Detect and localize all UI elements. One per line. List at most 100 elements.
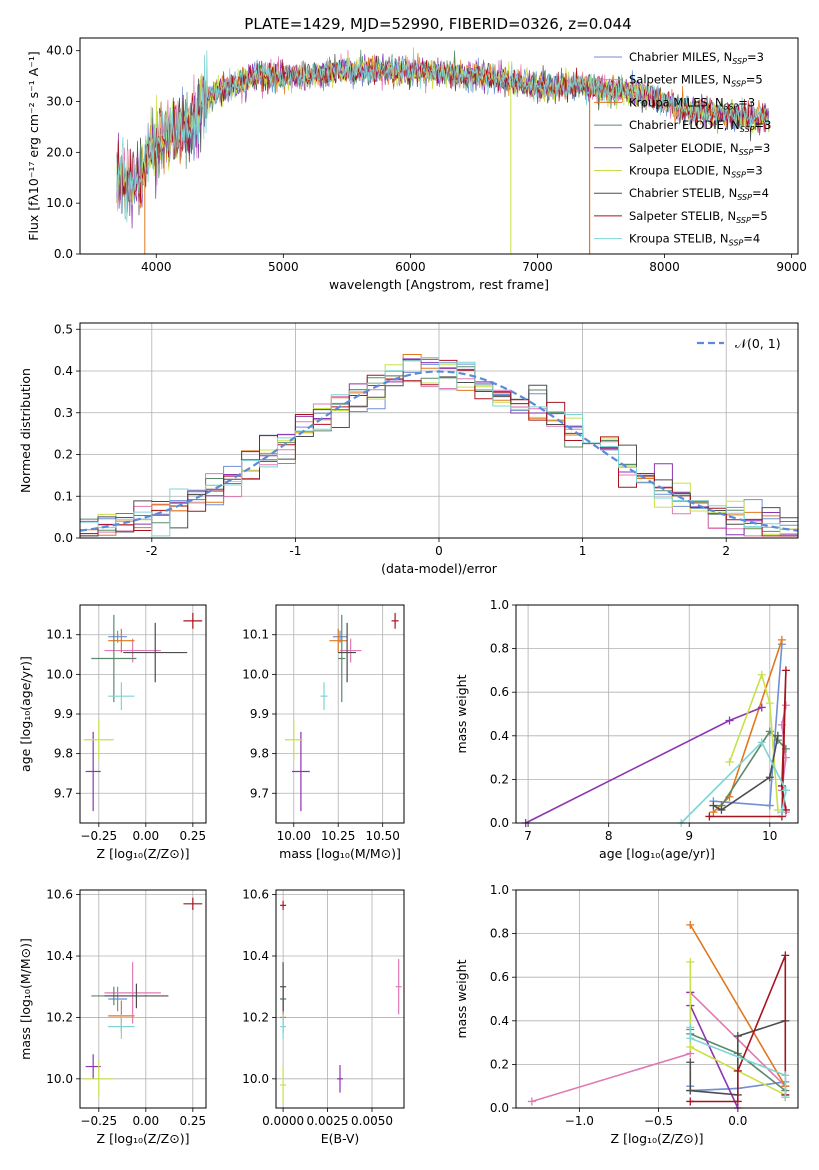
y-tick-label: 9.8	[54, 747, 73, 761]
legend-label: Chabrier ELODIE, NSSP=3	[629, 118, 771, 134]
panel-mass_vs_Z: −0.25 0.00 0.25 10.0 10.2 10.4 10.6 Z [log₁₀(Z/…	[18, 888, 207, 1146]
series-line	[713, 735, 779, 811]
series-line	[720, 730, 787, 807]
x-tick-label: −0.25	[80, 829, 117, 843]
legend-label: Kroupa ELODIE, NSSP=3	[629, 164, 763, 180]
y-tick-label: 10.1	[242, 628, 269, 642]
series-marker	[686, 1034, 695, 1043]
y-tick-label: 10.0	[242, 667, 269, 681]
x-tick-label: 7000	[522, 260, 553, 274]
series-marker	[757, 670, 766, 679]
series-marker	[733, 1097, 742, 1106]
x-tick-label: 4000	[141, 260, 172, 274]
x-tick-label: −1.0	[565, 1114, 594, 1128]
x-tick-label: 0.25	[179, 829, 206, 843]
y-tick-label: 0.2	[490, 1057, 509, 1071]
data-point	[108, 628, 135, 653]
data-point	[104, 962, 161, 1024]
legend-label: Chabrier MILES, NSSP=3	[629, 50, 764, 66]
panel-age_vs_mass: 10.00 10.25 10.50 9.7 9.8 9.9 10.0 10.1 mass [lo…	[242, 604, 405, 861]
x-tick-label: 10	[762, 829, 777, 843]
series-marker	[773, 805, 782, 814]
y-tick-label: 0.2	[490, 772, 509, 786]
series-marker	[765, 801, 774, 810]
x-tick-label: 8000	[649, 260, 680, 274]
data-point	[85, 731, 101, 812]
x-tick-label: 0.0	[728, 1114, 747, 1128]
x-tick-label: 1	[579, 544, 587, 558]
y-tick-label: 10.6	[46, 888, 73, 902]
data-point	[284, 719, 303, 760]
normal-curve	[79, 370, 799, 532]
data-point	[91, 614, 137, 703]
axes-frame	[275, 604, 405, 824]
x-tick-label: 10.50	[365, 829, 399, 843]
data-point	[338, 614, 346, 703]
series-marker	[705, 812, 714, 821]
y-tick-label: 0.4	[490, 1014, 509, 1028]
y-tick-label: 10.1	[46, 628, 73, 642]
axes-frame	[79, 604, 207, 824]
series-line	[525, 706, 762, 824]
legend-label: Kroupa MILES, NSSP=3	[629, 95, 755, 111]
series-marker	[686, 1097, 695, 1106]
x-tick-label: 6000	[395, 260, 426, 274]
x-tick-label: −0.5	[644, 1114, 673, 1128]
x-tick-label: 8	[605, 829, 613, 843]
y-axis-label: Normed distribution	[18, 368, 33, 493]
series-line	[680, 740, 787, 824]
x-axis-label: Z [log₁₀(Z/Z⊙)]	[97, 1131, 190, 1146]
y-tick-label: 10.4	[242, 949, 269, 963]
axes-frame	[275, 889, 405, 1109]
x-axis-label: age [log₁₀(age/yr)]	[599, 846, 715, 861]
series-marker	[725, 716, 734, 725]
data-point	[320, 682, 328, 711]
y-axis-label: Flux [fλ10⁻¹⁷ erg cm⁻² s⁻¹ A⁻¹]	[26, 51, 41, 240]
panel-mass_weight_vs_Z: −1.0 −0.5 0.0 0.0 0.2 0.4 0.6 0.8 1.0 Z [log₁₀(Z/…	[454, 883, 799, 1146]
series-marker	[781, 1071, 790, 1080]
series-marker	[765, 773, 774, 782]
series-marker	[781, 786, 790, 795]
axes-frame	[79, 37, 799, 255]
data-point	[183, 897, 203, 910]
spectrum-legend: Chabrier MILES, NSSP=3 Salpeter MILES, NS…	[594, 50, 771, 248]
y-axis-label: mass weight	[454, 674, 469, 753]
x-tick-label: 10.00	[277, 829, 311, 843]
series-marker	[781, 701, 790, 710]
series-marker	[733, 1032, 742, 1041]
y-tick-label: 0.2	[54, 448, 73, 462]
series-marker	[781, 1093, 790, 1102]
data-point	[83, 719, 114, 760]
y-tick-label: 9.7	[54, 786, 73, 800]
data-point	[85, 1054, 101, 1079]
data-point	[329, 628, 348, 653]
data-point	[280, 1014, 287, 1039]
y-tick-label: 0.0	[54, 247, 73, 261]
series-marker	[781, 805, 790, 814]
data-point	[280, 1066, 287, 1104]
y-tick-label: 0.1	[54, 489, 73, 503]
panel-mass_vs_EBV: 0.0000 0.0025 0.0050 10.0 10.2 10.4 10.6 E(B-V)	[242, 888, 405, 1146]
series-marker	[757, 738, 766, 747]
data-point	[338, 622, 356, 683]
series-marker	[777, 635, 786, 644]
x-tick-label: 7	[524, 829, 532, 843]
y-tick-label: 0.8	[490, 642, 509, 656]
series-marker	[781, 666, 790, 675]
y-tick-label: 0.6	[490, 685, 509, 699]
x-axis-label: wavelength [Angstrom, rest frame]	[329, 277, 549, 292]
axes-frame	[79, 322, 799, 539]
y-tick-label: 10.6	[242, 888, 269, 902]
series-line	[689, 1027, 787, 1098]
normal-legend-label: 𝒩(0, 1)	[735, 336, 781, 351]
data-point	[123, 622, 188, 683]
panel-mass_weight_vs_age: 7 8 9 10 0.0 0.2 0.4 0.6 0.8 1.0 age [log₁₀(age/yr…	[454, 598, 799, 861]
y-tick-label: 0.0	[54, 531, 73, 545]
y-tick-label: 10.4	[46, 949, 73, 963]
legend-label: Salpeter ELODIE, NSSP=3	[629, 141, 770, 157]
axes-frame	[515, 604, 799, 824]
series-marker	[686, 920, 695, 929]
series-marker	[757, 703, 766, 712]
data-point	[104, 983, 169, 1009]
